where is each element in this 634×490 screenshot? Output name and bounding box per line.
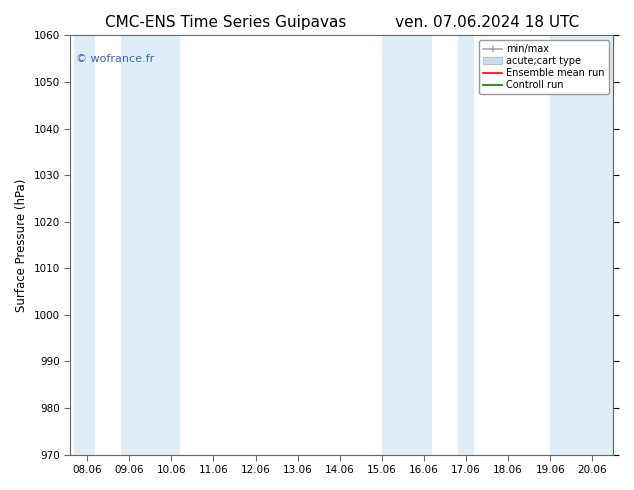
Bar — [382, 35, 432, 455]
Bar — [458, 35, 474, 455]
Title: CMC-ENS Time Series Guipavas          ven. 07.06.2024 18 UTC: CMC-ENS Time Series Guipavas ven. 07.06.… — [105, 15, 579, 30]
Legend: min/max, acute;cart type, Ensemble mean run, Controll run: min/max, acute;cart type, Ensemble mean … — [479, 40, 609, 94]
Bar — [74, 35, 96, 455]
Bar — [550, 35, 614, 455]
Y-axis label: Surface Pressure (hPa): Surface Pressure (hPa) — [15, 178, 28, 312]
Bar — [120, 35, 179, 455]
Text: © wofrance.fr: © wofrance.fr — [75, 54, 154, 64]
